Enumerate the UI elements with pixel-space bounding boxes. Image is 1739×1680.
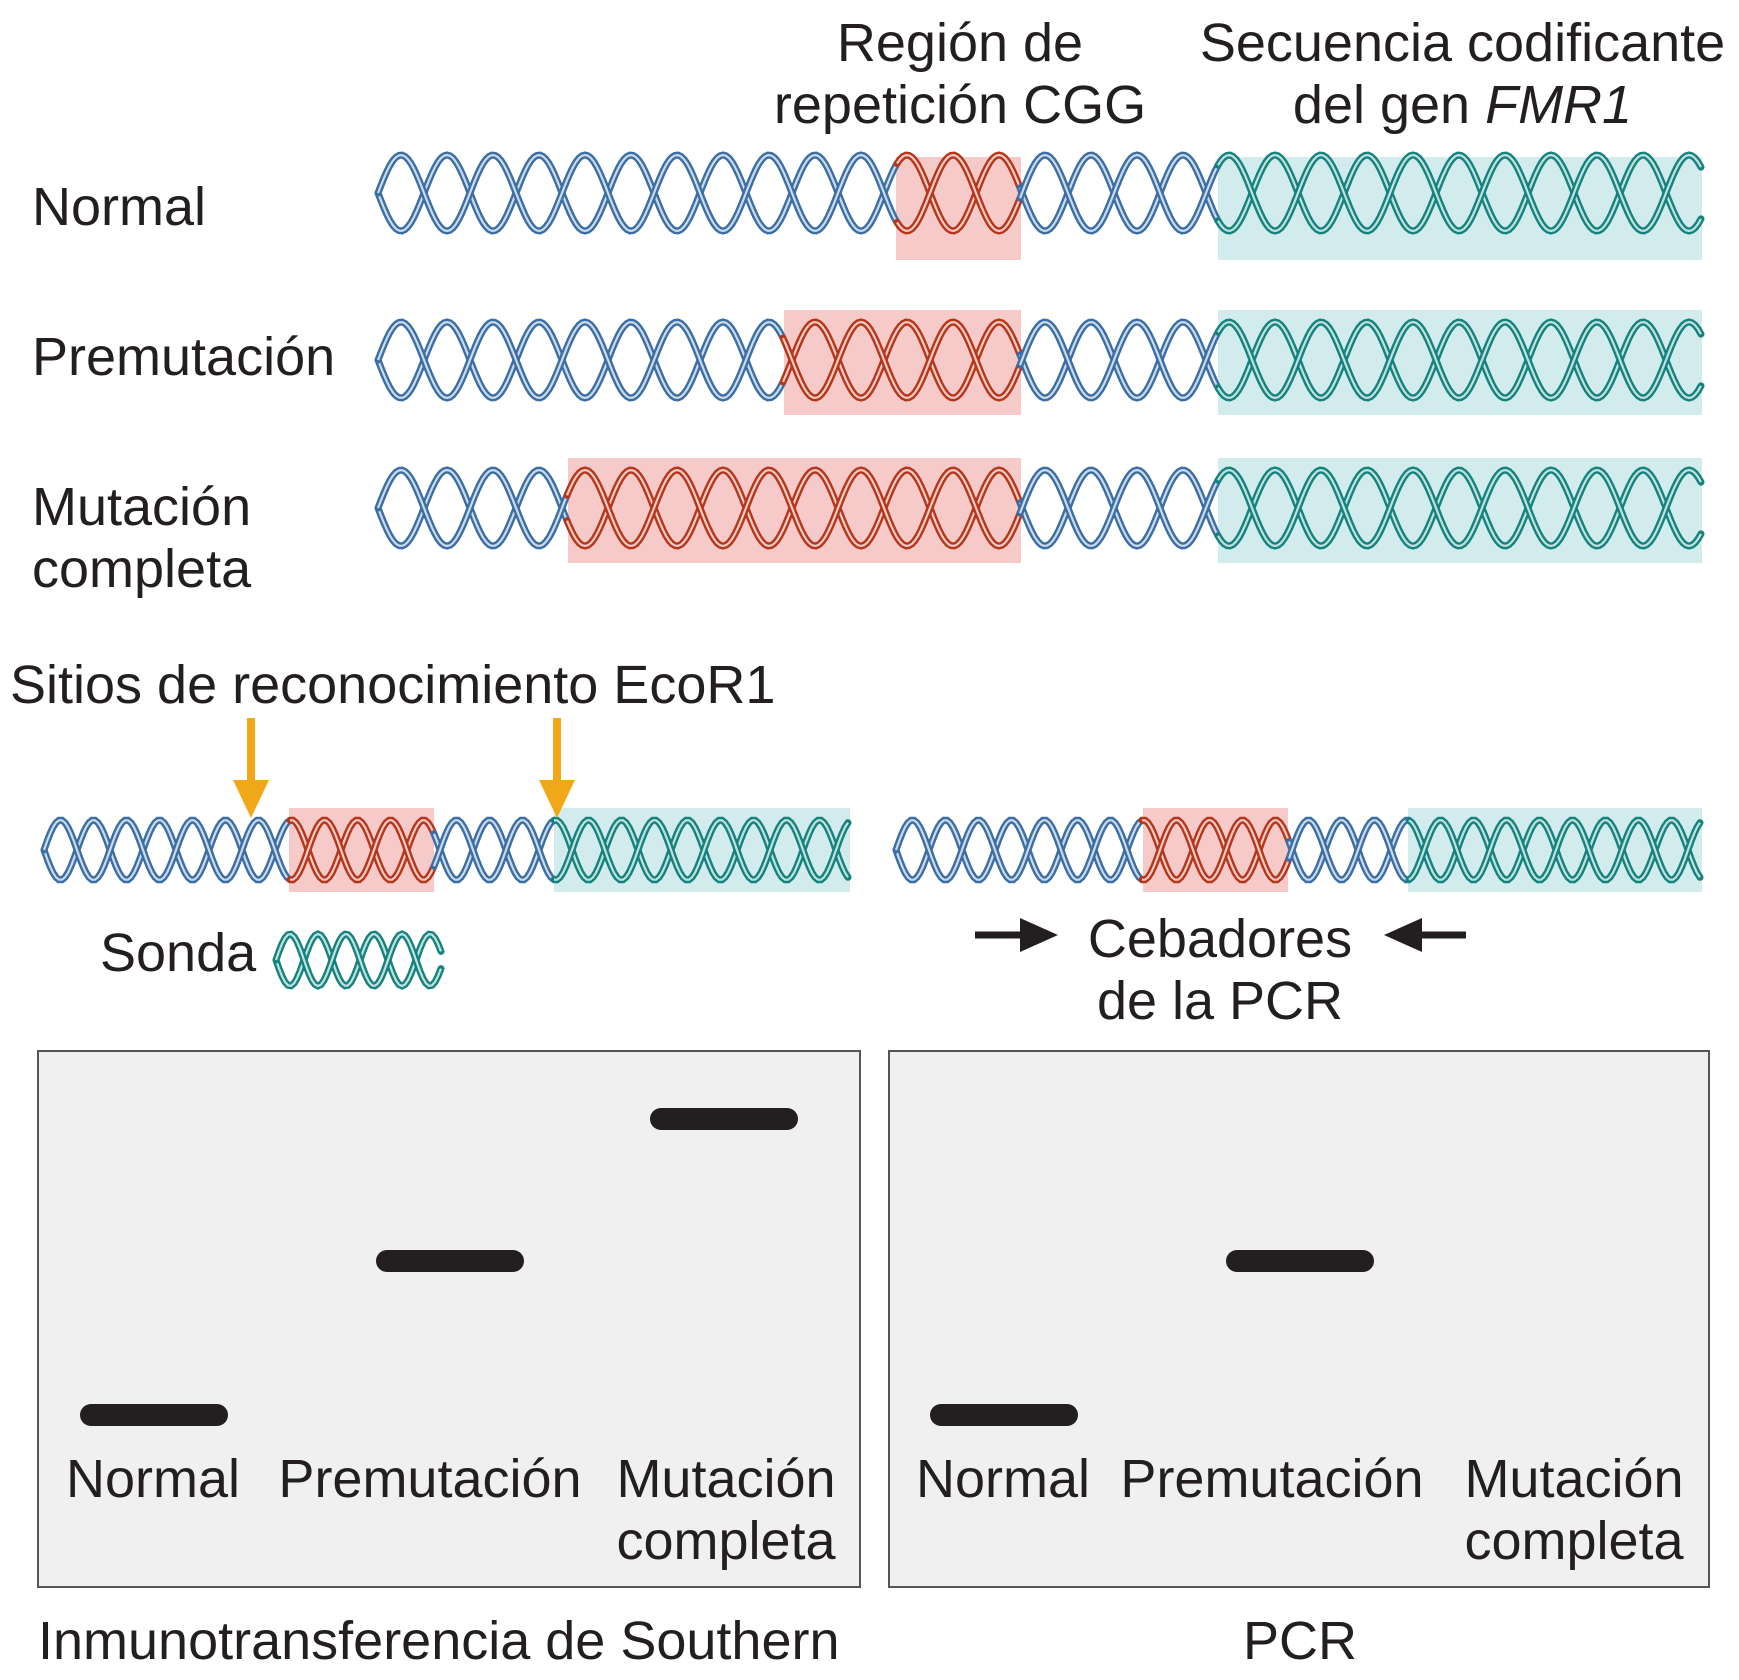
- ecor1-sites-label: Sitios de reconocimiento EcoR1: [10, 655, 776, 715]
- probe-helix: [272, 930, 445, 990]
- dna-strand-highlight: [1408, 819, 1701, 881]
- dna-strand-highlight: [376, 320, 784, 400]
- helix-full-mutation: [374, 466, 1705, 550]
- dna-strand: [1016, 318, 1222, 402]
- dna-strand-highlight: [781, 320, 1022, 400]
- dna-strand-highlight: [376, 320, 784, 400]
- dna-strand: [430, 816, 558, 884]
- annotation-arrows: [233, 718, 1466, 952]
- dna-strand-highlight: [1142, 819, 1291, 881]
- dna-strand: [374, 466, 571, 550]
- dna-strand-highlight: [894, 819, 1143, 881]
- row-label-normal: Normal: [32, 177, 207, 237]
- dna-strand: [1016, 318, 1222, 402]
- dna-strand-highlight: [1018, 153, 1219, 233]
- dna-strand-highlight: [290, 819, 435, 881]
- dna-strand-highlight: [1287, 819, 1409, 881]
- pcr-gel: [888, 1050, 1710, 1588]
- cgg-repeat-region: [896, 157, 1021, 260]
- southern-lane-full-mutation: Mutación completa: [616, 1449, 836, 1571]
- dna-strand-highlight: [290, 819, 435, 881]
- pcr-primers-label: Cebadores de la PCR: [1087, 909, 1353, 1031]
- dna-strand-highlight: [376, 153, 898, 233]
- ecor1-arrow-head: [233, 780, 269, 818]
- dna-strand-highlight: [1018, 468, 1219, 548]
- helix-premutation: [374, 318, 1705, 402]
- southern-blot-gel: [37, 1050, 861, 1588]
- dna-strand-highlight: [42, 819, 291, 881]
- dna-strand-highlight: [376, 468, 569, 548]
- dna-strand-highlight: [1018, 468, 1219, 548]
- helix-southern: [40, 816, 852, 884]
- dna-strand-highlight: [274, 932, 443, 988]
- dna-strand-highlight: [1142, 819, 1291, 881]
- dna-strand-highlight: [896, 153, 1022, 233]
- dna-strand-highlight: [376, 153, 898, 233]
- pcr-band-premutation: [1226, 1249, 1374, 1272]
- cgg-region-label: Región de repetición CGG: [773, 13, 1147, 135]
- coding-sequence-region: [1218, 157, 1702, 260]
- dna-strand-highlight: [554, 819, 849, 881]
- helix-pcr: [892, 816, 1704, 884]
- dna-strand-highlight: [1217, 468, 1702, 548]
- dna-strand-highlight: [376, 468, 569, 548]
- dna-strand: [1016, 151, 1222, 235]
- southern-lane-premutation: Premutación: [278, 1449, 582, 1509]
- southern-lane-normal: Normal: [65, 1449, 241, 1509]
- pcr-lane-premutation: Premutación: [1120, 1449, 1424, 1509]
- helix-normal: [374, 151, 1705, 235]
- dna-strand-highlight: [42, 819, 291, 881]
- dna-strand-highlight: [432, 819, 555, 881]
- dna-strand-highlight: [1018, 320, 1219, 400]
- row-label-full-mutation: Mutación completa: [32, 477, 252, 599]
- dna-strand-highlight: [1018, 153, 1219, 233]
- southern-band-full-mutation: [650, 1107, 798, 1130]
- dna-strand: [1016, 151, 1222, 235]
- row-label-premutation: Premutación: [32, 327, 336, 387]
- pcr-lane-full-mutation: Mutación completa: [1464, 1449, 1684, 1571]
- dna-strand-highlight: [1287, 819, 1409, 881]
- southern-band-normal: [80, 1404, 228, 1427]
- southern-title: Inmunotransferencia de Southern: [38, 1611, 840, 1671]
- dna-strand-highlight: [781, 320, 1022, 400]
- pcr-band-normal: [930, 1404, 1078, 1427]
- dna-strand-highlight: [894, 819, 1143, 881]
- coding-sequence-label: Secuencia codificante del gen FMR1: [1199, 13, 1726, 135]
- dna-strand-highlight: [1018, 320, 1219, 400]
- probe-label: Sonda: [100, 923, 257, 983]
- dna-strand-highlight: [432, 819, 555, 881]
- pcr-lane-normal: Normal: [915, 1449, 1091, 1509]
- dna-strand-highlight: [1217, 320, 1702, 400]
- southern-band-premutation: [376, 1249, 524, 1272]
- pcr-title: PCR: [1242, 1611, 1357, 1671]
- dna-strand-highlight: [1217, 153, 1702, 233]
- primer-reverse-arrowhead: [1384, 918, 1422, 952]
- dna-strand: [1016, 466, 1222, 550]
- dna-strand-highlight: [896, 153, 1022, 233]
- dna-strand-highlight: [565, 468, 1022, 548]
- ecor1-arrow-head: [539, 780, 575, 818]
- dna-helices: [40, 151, 1705, 990]
- primer-forward-arrowhead: [1020, 918, 1058, 952]
- dna-strand-highlight: [554, 819, 849, 881]
- dna-strand: [1016, 466, 1222, 550]
